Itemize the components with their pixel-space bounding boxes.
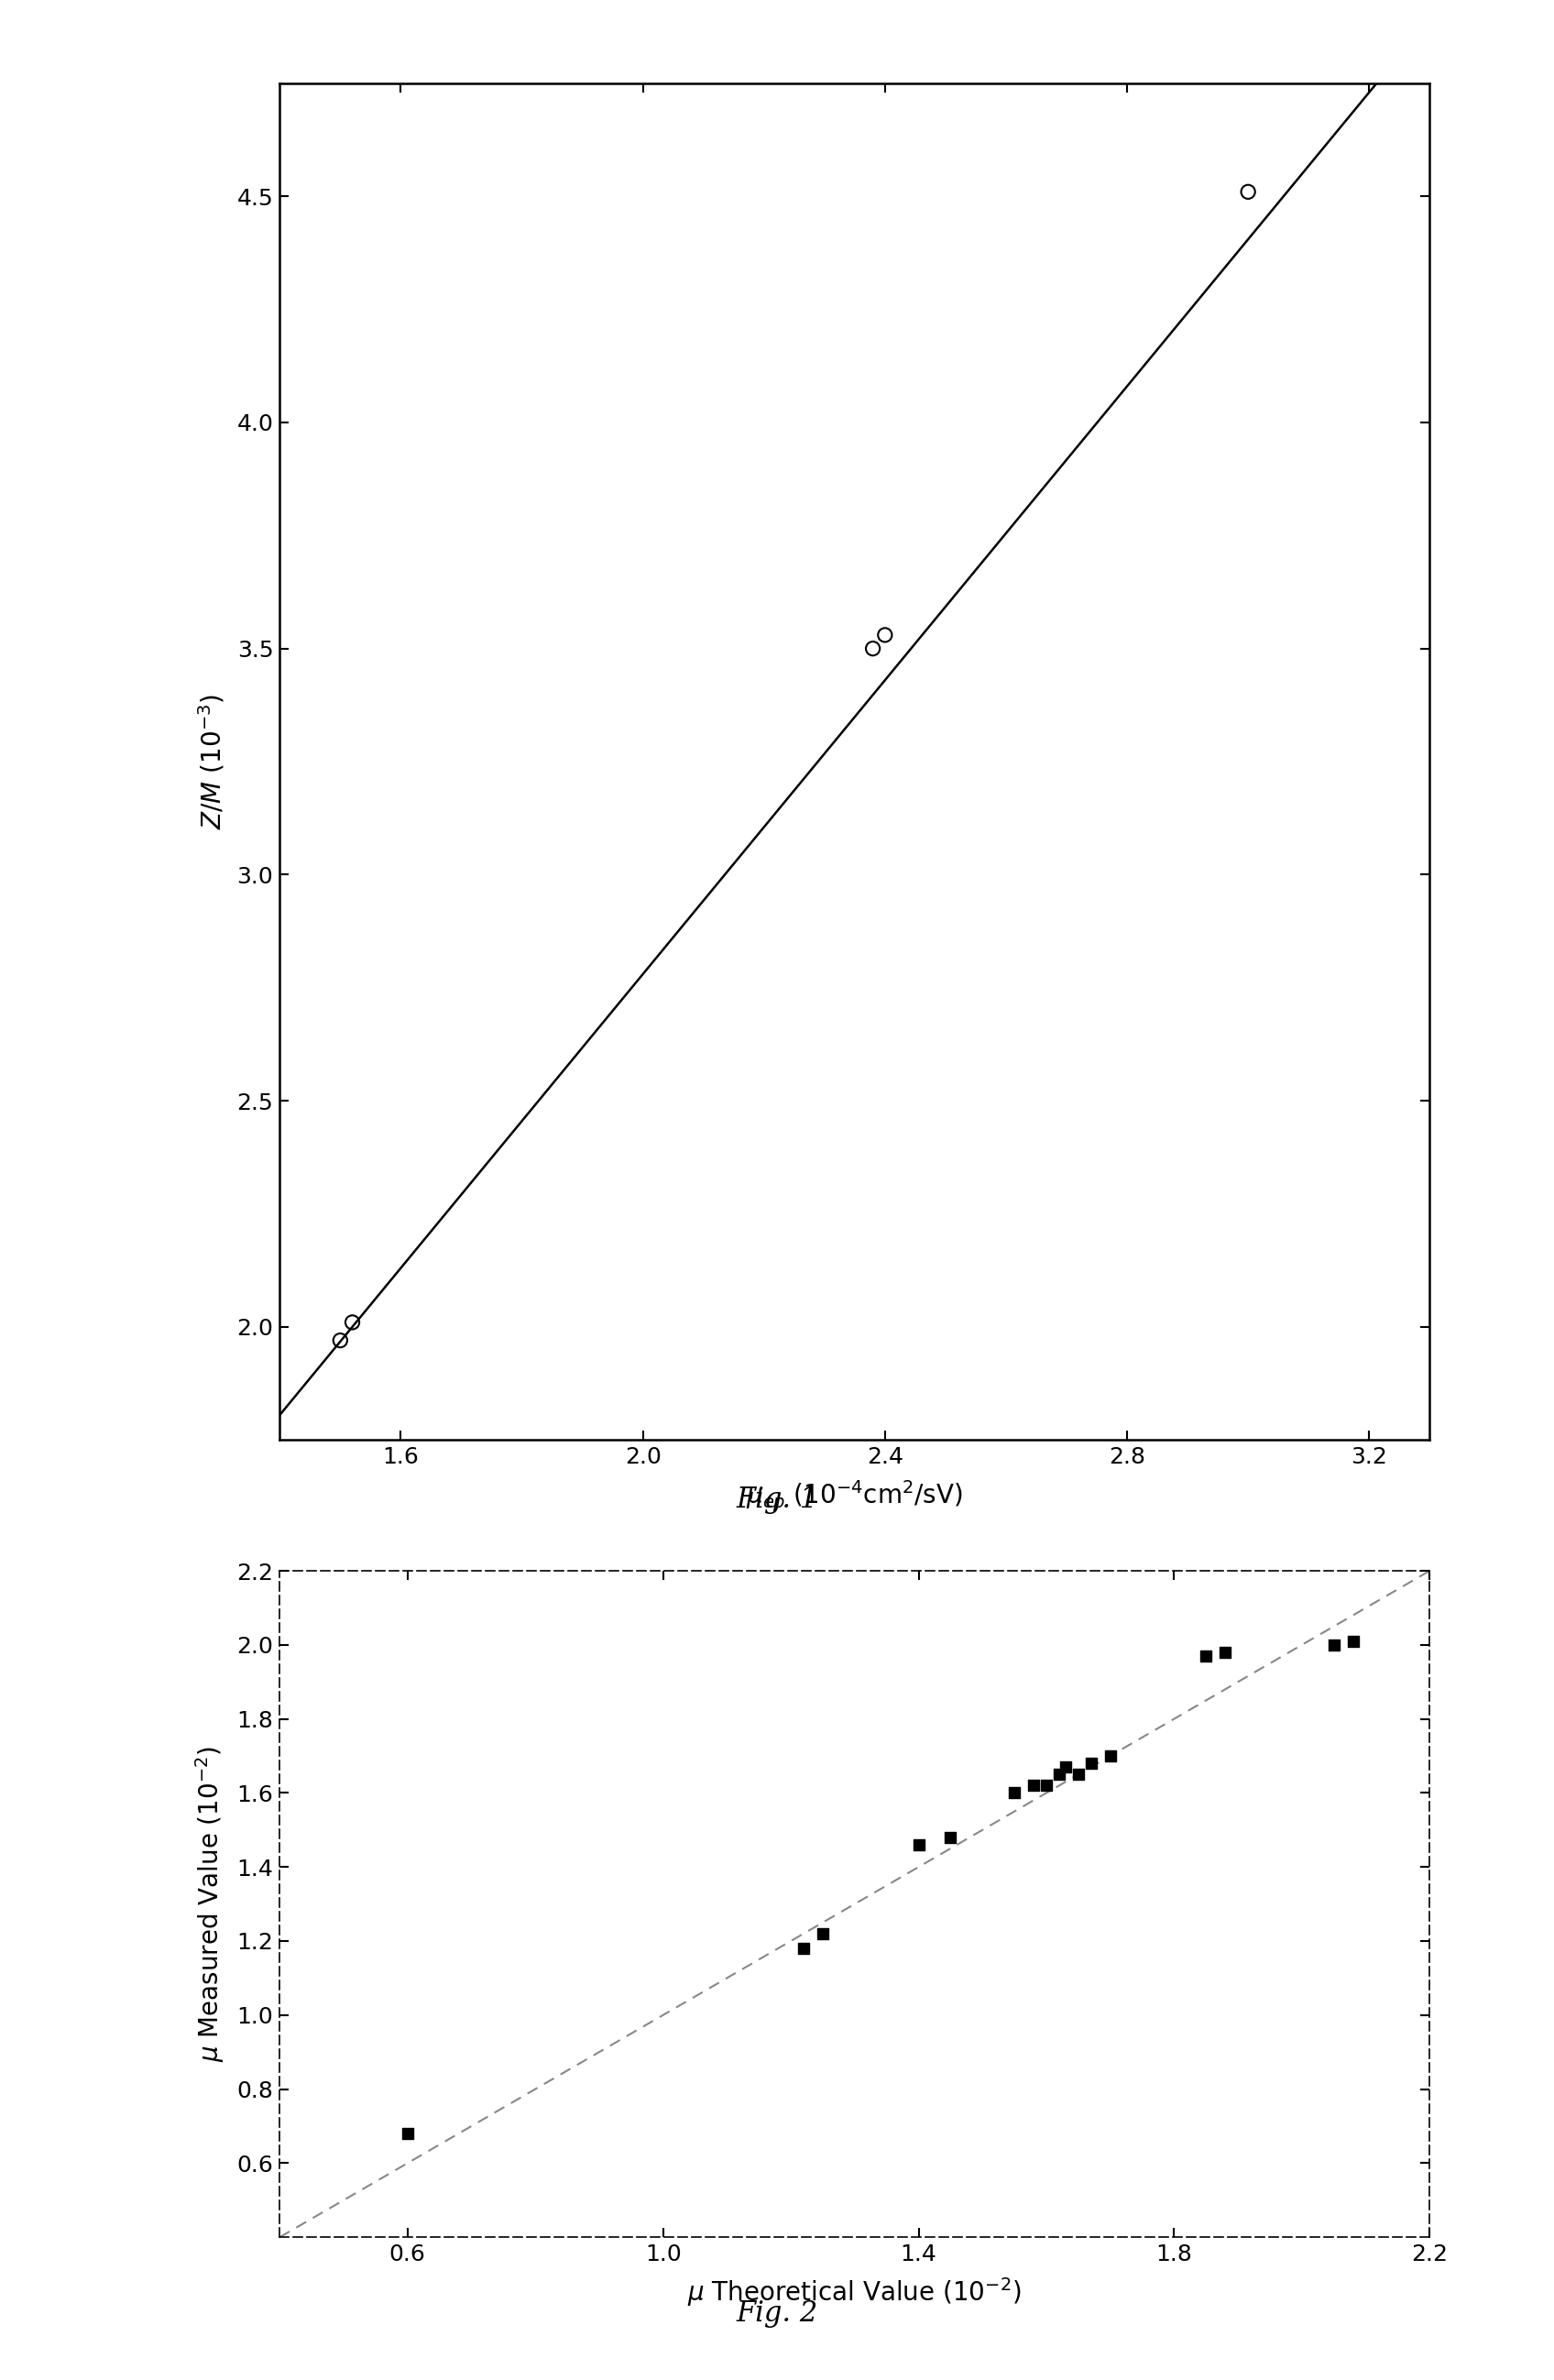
Point xyxy=(861,628,886,666)
Point xyxy=(1212,1633,1237,1671)
Point xyxy=(1097,1737,1122,1775)
Point xyxy=(810,1914,834,1952)
Point xyxy=(340,1304,365,1342)
Point xyxy=(1033,1766,1058,1804)
X-axis label: $\mu$ Theoretical Value $(10^{-2})$: $\mu$ Theoretical Value $(10^{-2})$ xyxy=(687,2275,1023,2309)
Point xyxy=(1021,1766,1046,1804)
Point xyxy=(395,2113,420,2152)
Point xyxy=(1066,1756,1091,1795)
Y-axis label: $\mu$ Measured Value $(10^{-2})$: $\mu$ Measured Value $(10^{-2})$ xyxy=(194,1747,227,2061)
Point xyxy=(1002,1773,1027,1811)
Text: Fig. 2: Fig. 2 xyxy=(737,2299,817,2328)
Point xyxy=(1341,1623,1366,1661)
Point xyxy=(1047,1756,1072,1795)
Y-axis label: $Z/M$ $(10^{-3})$: $Z/M$ $(10^{-3})$ xyxy=(196,695,227,828)
Point xyxy=(1321,1626,1346,1664)
Text: Fig. 1: Fig. 1 xyxy=(737,1485,817,1514)
Point xyxy=(1078,1745,1103,1783)
Point xyxy=(1054,1747,1078,1785)
Point xyxy=(791,1930,816,1968)
Point xyxy=(1193,1637,1218,1676)
X-axis label: $\mu_{ep}$ $(10^{-4}$cm$^2$/sV): $\mu_{ep}$ $(10^{-4}$cm$^2$/sV) xyxy=(746,1478,963,1514)
Point xyxy=(872,616,897,654)
Point xyxy=(906,1825,931,1864)
Point xyxy=(1235,174,1260,212)
Point xyxy=(939,1818,963,1856)
Point xyxy=(328,1321,353,1359)
